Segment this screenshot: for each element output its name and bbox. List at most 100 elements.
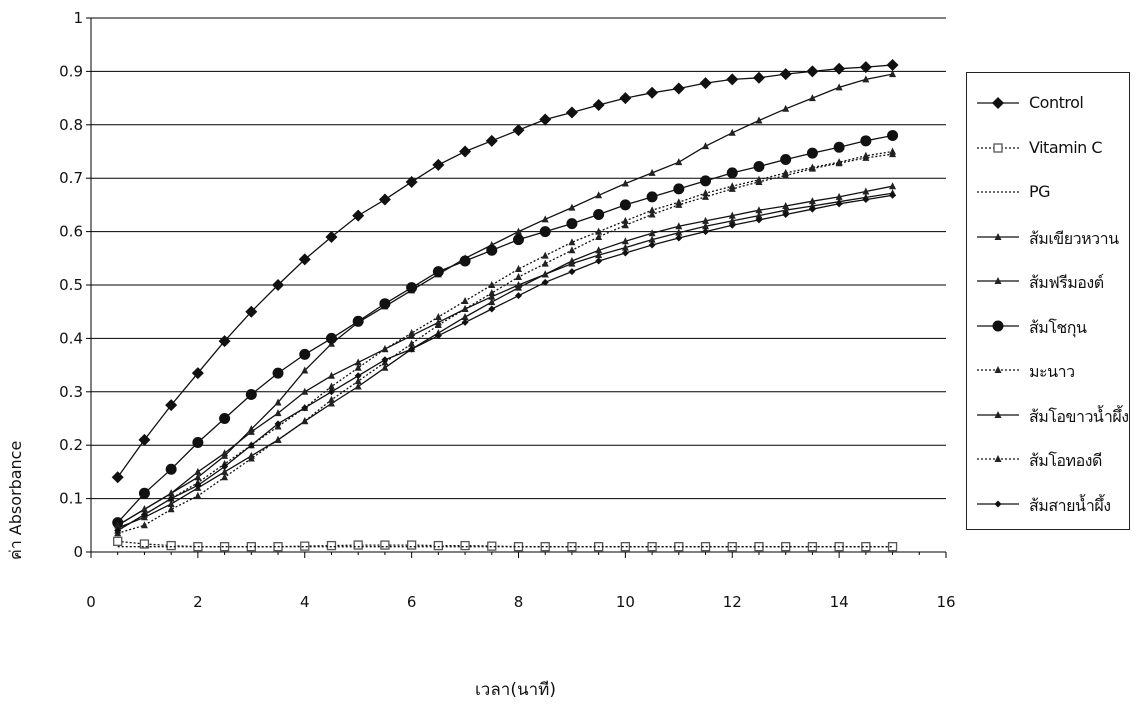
- series-8-point: [862, 151, 870, 159]
- series-1-point: [487, 541, 497, 551]
- series-9: [114, 191, 897, 535]
- series-4-point: [301, 366, 309, 374]
- series-1-point: [433, 540, 443, 551]
- series-5-point: [539, 226, 551, 238]
- series-7-point: [675, 228, 683, 236]
- series-0-point: [512, 124, 525, 137]
- series-3-point: [354, 382, 362, 390]
- series-3-point: [862, 187, 870, 195]
- series-1-point: [219, 542, 230, 552]
- legend-item: ส้มโอทองดี: [967, 441, 1129, 485]
- series-0-point: [859, 61, 872, 74]
- series-7-point: [782, 206, 790, 214]
- series-9-point: [862, 196, 870, 204]
- series-6-point: [621, 221, 629, 229]
- series-1-point: [380, 540, 390, 550]
- series-7-point: [648, 235, 656, 243]
- series-1-point: [700, 542, 711, 552]
- series-5-point: [486, 244, 498, 256]
- series-5-point: [593, 209, 605, 221]
- series-8-point: [354, 363, 362, 371]
- series-8-point: [408, 329, 416, 337]
- series-8-point: [648, 206, 656, 214]
- series-7-point: [728, 216, 736, 224]
- series-5-point: [138, 487, 150, 499]
- series-0-point: [592, 99, 605, 112]
- series-8-point: [675, 198, 683, 206]
- series-1-point: [807, 542, 818, 552]
- series-7-line: [117, 192, 893, 526]
- series-8-point: [835, 158, 843, 166]
- series-3-point: [648, 229, 656, 237]
- series-4-point: [648, 168, 656, 176]
- legend-item: ส้มฟรีมองต์: [967, 263, 1129, 307]
- series-5-point: [887, 129, 899, 141]
- series-4-line: [117, 73, 893, 526]
- series-1-point: [620, 542, 631, 552]
- y-tick-label: 0.7: [59, 169, 83, 187]
- series-6-point: [488, 289, 496, 297]
- series-1-point: [567, 542, 577, 552]
- series-7-point: [515, 281, 522, 288]
- series-0-point: [833, 62, 846, 75]
- series-9-point: [889, 191, 897, 199]
- series-8-point: [541, 251, 549, 259]
- series-0: [111, 58, 899, 484]
- series-7-point: [354, 358, 362, 366]
- series-9-point: [301, 404, 309, 412]
- legend-item: ส้มโชกุน: [967, 308, 1129, 352]
- legend-swatch: [977, 455, 1019, 462]
- series-8-point: [434, 313, 442, 321]
- x-tick-label: 14: [830, 593, 849, 611]
- series-6-point: [301, 417, 309, 425]
- series-4-point: [515, 227, 522, 235]
- series-1-point: [166, 540, 176, 551]
- series-5: [112, 129, 899, 529]
- legend-label: PG: [1029, 182, 1051, 201]
- series-4-point: [274, 398, 282, 406]
- x-tick-label: 8: [514, 593, 524, 611]
- series-3-line: [117, 185, 893, 529]
- legend-point: [994, 277, 1002, 284]
- x-tick-label: 6: [407, 593, 417, 611]
- series-1-point: [727, 542, 737, 552]
- series-4: [114, 70, 897, 529]
- series-3-point: [595, 246, 603, 254]
- legend-swatch: [977, 500, 1019, 507]
- series-0-point: [699, 77, 712, 90]
- series-4-point: [862, 75, 870, 83]
- series-9-point: [274, 420, 282, 428]
- series-0-point: [806, 65, 819, 78]
- series-9-point: [648, 241, 656, 249]
- legend-swatch: [977, 320, 1019, 331]
- legend-marker: [994, 366, 1002, 373]
- series-9-point: [488, 305, 496, 313]
- series-5-point: [379, 298, 391, 310]
- series-8-point: [461, 297, 469, 305]
- series-5-point: [806, 147, 818, 159]
- legend-item: ส้มเขียวหวาน: [967, 219, 1129, 263]
- series-3-point: [702, 216, 710, 224]
- series-5-point: [272, 367, 284, 379]
- series-8-point: [621, 216, 629, 224]
- series-7-point: [488, 292, 496, 300]
- series-6: [114, 150, 897, 537]
- legend-marker: [994, 277, 1002, 284]
- series-5-point: [833, 141, 845, 153]
- legend-marker: [994, 500, 1002, 507]
- series-3-point: [221, 467, 229, 475]
- x-tick-label: 12: [723, 593, 742, 611]
- series-1-point: [887, 542, 898, 552]
- series-8-point: [889, 147, 897, 155]
- series-1-point: [647, 542, 657, 552]
- series-5-point: [219, 413, 231, 424]
- legend-marker: [994, 455, 1002, 462]
- legend-item: ส้มโอขาวน้ำผึ้ง: [967, 397, 1129, 441]
- series-0-point: [218, 335, 231, 348]
- series-7-point: [327, 371, 335, 379]
- series-4-point: [889, 70, 897, 78]
- legend-item: Vitamin C: [967, 130, 1129, 174]
- series-9-point: [434, 332, 442, 340]
- series-7: [114, 189, 897, 529]
